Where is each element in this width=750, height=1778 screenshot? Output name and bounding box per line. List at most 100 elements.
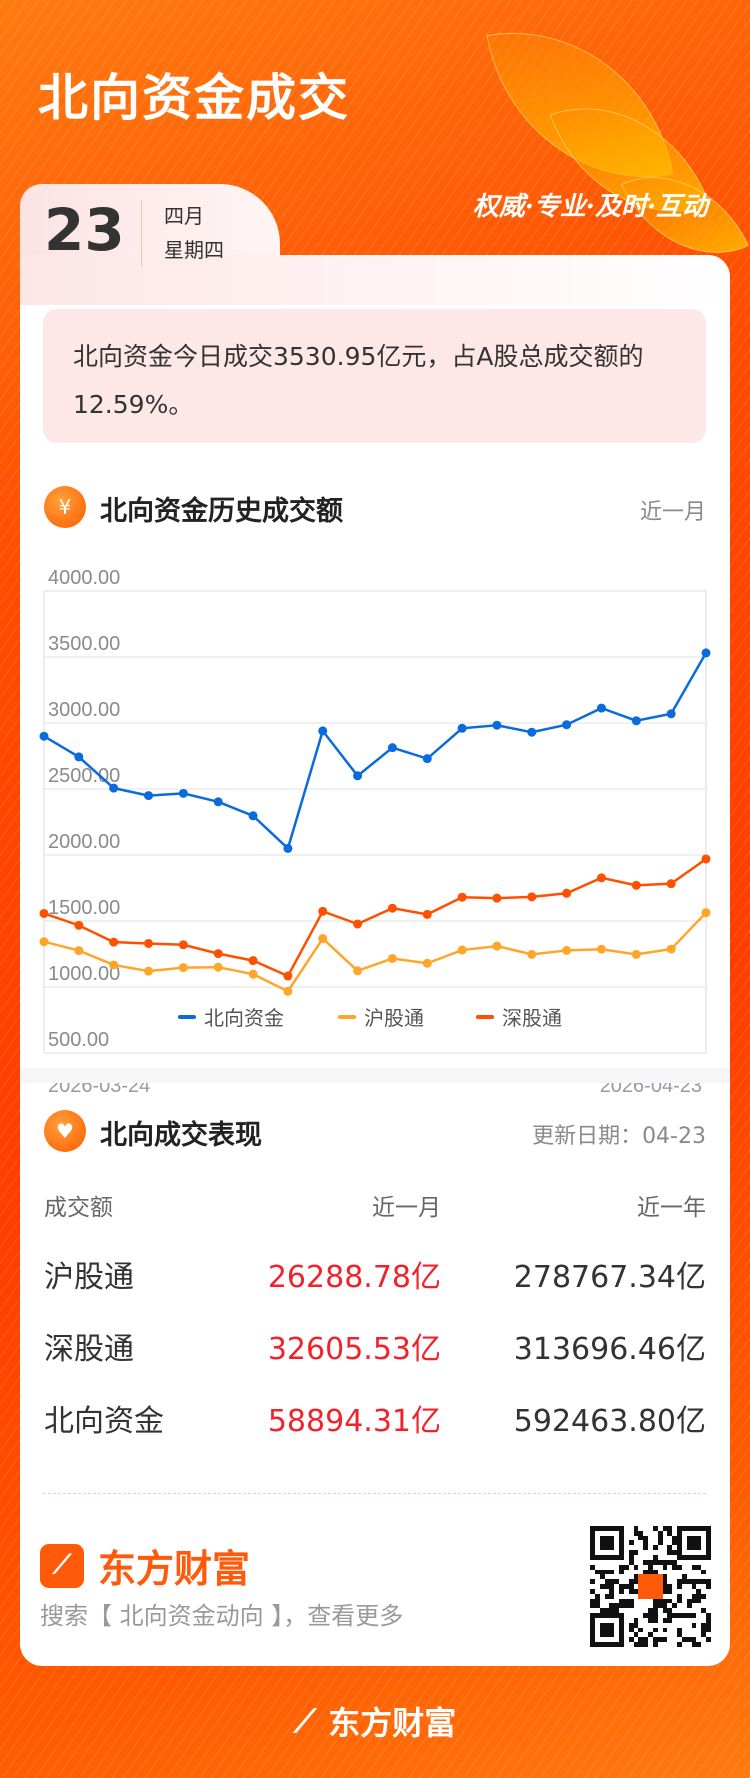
qr-module [628, 1545, 634, 1551]
qr-module [609, 1569, 615, 1575]
qr-module [633, 1540, 639, 1546]
qr-module [657, 1613, 663, 1618]
qr-module [648, 1588, 653, 1594]
data-point [666, 944, 676, 954]
qr-module [706, 1550, 711, 1555]
qr-module [701, 1569, 707, 1575]
qr-module [643, 1554, 649, 1560]
qr-module [696, 1608, 702, 1614]
legend-item-northbound[interactable]: 北向资金 [178, 1002, 284, 1031]
qr-module [706, 1617, 711, 1623]
qr-module [609, 1598, 615, 1604]
qr-module [619, 1559, 624, 1565]
qr-module [638, 1637, 644, 1643]
data-point [596, 944, 606, 954]
qr-module [599, 1579, 605, 1585]
qr-module [590, 1588, 595, 1594]
qr-module [657, 1593, 663, 1599]
qr-module [681, 1642, 687, 1647]
qr-module [686, 1530, 692, 1536]
qr-module [609, 1540, 615, 1546]
qr-module [590, 1530, 595, 1536]
data-point [631, 949, 641, 959]
qr-module [701, 1627, 707, 1633]
qr-module [701, 1550, 707, 1555]
qr-module [691, 1598, 697, 1604]
qr-module [662, 1603, 668, 1609]
qr-module [643, 1613, 649, 1618]
qr-module [604, 1617, 610, 1623]
qr-module [667, 1545, 673, 1551]
qr-module [599, 1545, 605, 1551]
qr-module [691, 1627, 697, 1633]
qr-module [672, 1579, 678, 1585]
history-range[interactable]: 近一月 [639, 500, 706, 525]
qr-module [691, 1622, 697, 1628]
qr-module [619, 1579, 624, 1585]
qr-module [619, 1603, 624, 1609]
qr-module [638, 1564, 644, 1570]
column-header-month: 近一月 [372, 1195, 441, 1221]
qr-module [677, 1579, 682, 1585]
qr-module [677, 1569, 682, 1575]
qr-module [657, 1642, 663, 1647]
qr-module [662, 1637, 668, 1643]
qr-module [643, 1535, 649, 1541]
eastmoney-logo-icon: ⟋ [293, 1701, 317, 1740]
data-point [457, 945, 467, 955]
qr-module [657, 1603, 663, 1609]
qr-module [638, 1584, 644, 1589]
qr-module [590, 1593, 595, 1599]
qr-module [672, 1545, 678, 1551]
legend-item-sz-connect[interactable]: 深股通 [476, 1002, 562, 1031]
qr-module [604, 1540, 610, 1546]
qr-module [599, 1627, 605, 1633]
qr-module [633, 1593, 639, 1599]
qr-code[interactable] [590, 1526, 711, 1647]
qr-module [633, 1574, 639, 1580]
data-point [144, 966, 154, 976]
qr-module [652, 1642, 658, 1647]
qr-module [623, 1617, 629, 1623]
qr-module [686, 1632, 692, 1638]
data-point [144, 938, 154, 948]
yuan-coin-icon: ¥ [44, 486, 86, 528]
qr-module [633, 1545, 639, 1551]
qr-module [681, 1545, 687, 1551]
qr-module [696, 1632, 702, 1638]
main-card [20, 255, 730, 1666]
qr-module [648, 1545, 653, 1551]
legend-item-sh-connect[interactable]: 沪股通 [338, 1002, 424, 1031]
data-point [701, 648, 711, 658]
data-point [596, 703, 606, 713]
qr-module [706, 1530, 711, 1536]
y-tick-label: 1500.00 [48, 897, 120, 919]
qr-module [686, 1608, 692, 1614]
qr-module [648, 1526, 653, 1531]
qr-module [638, 1627, 644, 1633]
qr-module [609, 1530, 615, 1536]
qr-module [696, 1569, 702, 1575]
qr-module [662, 1593, 668, 1599]
qr-module [681, 1559, 687, 1565]
qr-module [662, 1559, 668, 1565]
qr-module [652, 1526, 658, 1531]
qr-module [614, 1593, 620, 1599]
qr-module [686, 1569, 692, 1575]
qr-module [672, 1569, 678, 1575]
qr-module [643, 1574, 649, 1580]
qr-module [667, 1569, 673, 1575]
qr-module [672, 1530, 678, 1536]
qr-module [638, 1550, 644, 1555]
qr-module [628, 1535, 634, 1541]
qr-module [638, 1574, 644, 1580]
qr-module [691, 1579, 697, 1585]
qr-module [667, 1632, 673, 1638]
qr-module [594, 1530, 600, 1536]
qr-module [594, 1564, 600, 1570]
qr-module [604, 1526, 610, 1531]
qr-module [604, 1627, 610, 1633]
qr-module [614, 1637, 620, 1643]
qr-module [604, 1579, 610, 1585]
qr-module [609, 1613, 615, 1618]
